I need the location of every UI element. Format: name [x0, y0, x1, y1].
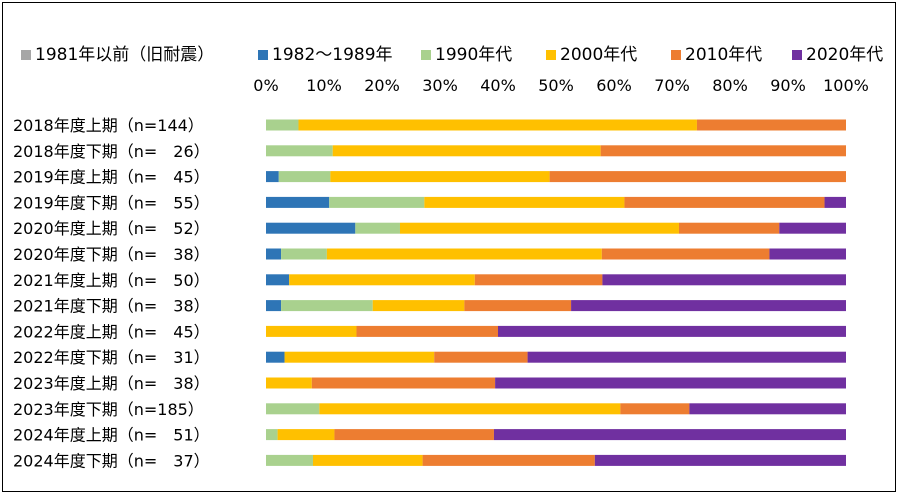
chart-frame: 1981年以前（旧耐震） 1982～1989年 1990年代 2000年代 2010年代… — [2, 2, 896, 492]
bar-segment-3-row-13 — [312, 454, 423, 466]
legend-swatch-0 — [21, 50, 31, 60]
bar-segment-5-row-8 — [498, 325, 846, 337]
category-label: 2020年度下期（n= 38） — [13, 245, 210, 264]
x-tick-label: 40% — [480, 76, 516, 95]
bar-segment-5-row-4 — [779, 222, 846, 234]
x-tick-label: 90% — [770, 76, 806, 95]
category-label: 2022年度下期（n= 31） — [13, 348, 210, 367]
category-label: 2024年度上期（n= 51） — [13, 426, 210, 445]
bar-segment-2-row-4 — [355, 222, 400, 234]
bar-segment-5-row-9 — [527, 351, 846, 363]
bar-segment-4-row-5 — [601, 248, 770, 260]
category-label: 2019年度上期（n= 45） — [13, 168, 210, 187]
category-label: 2020年度上期（n= 52） — [13, 219, 210, 238]
bar-segment-4-row-12 — [334, 429, 494, 441]
category-label: 2021年度下期（n= 38） — [13, 297, 210, 316]
bar-segment-3-row-10 — [266, 377, 312, 389]
bar-segment-5-row-7 — [571, 300, 846, 312]
bar-segment-4-row-6 — [474, 274, 603, 286]
x-tick-label: 70% — [654, 76, 690, 95]
bar-segment-2-row-12 — [266, 429, 278, 441]
bar-segment-4-row-8 — [356, 325, 498, 337]
bar-segment-2-row-11 — [266, 403, 320, 415]
category-label: 2018年度下期（n= 26） — [13, 142, 210, 161]
bar-segment-4-row-4 — [678, 222, 780, 234]
x-tick-label: 10% — [306, 76, 342, 95]
category-label: 2022年度上期（n= 45） — [13, 322, 210, 341]
bar-segment-5-row-10 — [495, 377, 846, 389]
legend-label-2: 1990年代 — [435, 45, 512, 65]
bar-segment-5-row-12 — [493, 429, 846, 441]
legend-label-0: 1981年以前（旧耐震） — [35, 45, 214, 65]
bar-segment-4-row-2 — [549, 171, 846, 183]
x-tick-label: 30% — [422, 76, 458, 95]
category-label: 2023年度下期（n=185） — [13, 400, 204, 419]
bar-segment-4-row-10 — [311, 377, 496, 389]
bar-segment-2-row-5 — [281, 248, 327, 260]
bars — [266, 119, 846, 466]
bar-segment-2-row-1 — [266, 145, 333, 157]
bar-segment-3-row-11 — [319, 403, 621, 415]
bar-segment-4-row-13 — [422, 454, 595, 466]
bar-segment-1-row-3 — [266, 196, 330, 208]
bar-segment-4-row-0 — [696, 119, 846, 131]
legend-label-3: 2000年代 — [560, 45, 637, 65]
bar-segment-3-row-3 — [424, 196, 625, 208]
legend-label-4: 2010年代 — [685, 45, 762, 65]
bar-segment-2-row-0 — [266, 119, 299, 131]
x-tick-label: 50% — [538, 76, 574, 95]
bar-segment-3-row-6 — [289, 274, 475, 286]
bar-segment-1-row-5 — [266, 248, 282, 260]
category-label: 2021年度上期（n= 50） — [13, 271, 210, 290]
bar-segment-5-row-6 — [602, 274, 846, 286]
bar-segment-3-row-9 — [284, 351, 435, 363]
legend-swatch-1 — [258, 50, 268, 60]
x-axis-ticks: 0% 10% 20% 30% 40% 50% 60% 70% 80% 90% 100% — [253, 76, 869, 95]
bar-segment-5-row-13 — [594, 454, 846, 466]
category-label: 2024年度下期（n= 37） — [13, 451, 210, 470]
legend-label-1: 1982～1989年 — [272, 45, 393, 65]
bar-segment-1-row-6 — [266, 274, 290, 286]
bar-segment-4-row-1 — [600, 145, 846, 157]
bar-segment-4-row-3 — [624, 196, 825, 208]
bar-segment-3-row-5 — [326, 248, 602, 260]
bar-segment-3-row-7 — [372, 300, 465, 312]
bar-segment-1-row-4 — [266, 222, 356, 234]
bar-segment-3-row-0 — [298, 119, 697, 131]
bar-segment-2-row-2 — [278, 171, 331, 183]
legend: 1981年以前（旧耐震） 1982～1989年 1990年代 2000年代 2010年代… — [21, 45, 883, 65]
category-label: 2019年度下期（n= 55） — [13, 193, 210, 212]
stacked-bar-chart: 1981年以前（旧耐震） 1982～1989年 1990年代 2000年代 2010年代… — [13, 45, 883, 470]
x-tick-label: 20% — [364, 76, 400, 95]
bar-segment-4-row-9 — [434, 351, 528, 363]
x-tick-label: 60% — [596, 76, 632, 95]
legend-label-5: 2020年代 — [806, 45, 883, 65]
bar-segment-2-row-13 — [266, 454, 313, 466]
bar-segment-1-row-9 — [266, 351, 285, 363]
bar-segment-3-row-1 — [332, 145, 601, 157]
category-label: 2018年度上期（n=144） — [13, 116, 204, 135]
legend-swatch-4 — [671, 50, 681, 60]
bar-segment-3-row-12 — [277, 429, 335, 441]
legend-swatch-3 — [546, 50, 556, 60]
bar-segment-5-row-5 — [769, 248, 846, 260]
bar-segment-2-row-7 — [281, 300, 373, 312]
bar-segment-1-row-2 — [266, 171, 279, 183]
category-label: 2023年度上期（n= 38） — [13, 374, 210, 393]
legend-swatch-5 — [792, 50, 802, 60]
bar-segment-3-row-2 — [330, 171, 550, 183]
x-tick-label: 80% — [712, 76, 748, 95]
bar-segment-4-row-11 — [620, 403, 690, 415]
bar-segment-5-row-3 — [824, 196, 846, 208]
bar-segment-4-row-7 — [464, 300, 572, 312]
bar-segment-2-row-3 — [329, 196, 425, 208]
category-labels: 2018年度上期（n=144） 2018年度下期（n= 26） 2019年度上期（n… — [13, 116, 210, 470]
bar-segment-5-row-11 — [689, 403, 846, 415]
bar-segment-1-row-7 — [266, 300, 282, 312]
bar-segment-3-row-8 — [266, 325, 357, 337]
bar-segment-3-row-4 — [399, 222, 679, 234]
legend-swatch-2 — [421, 50, 431, 60]
x-tick-label: 0% — [253, 76, 278, 95]
x-tick-label: 100% — [823, 76, 869, 95]
